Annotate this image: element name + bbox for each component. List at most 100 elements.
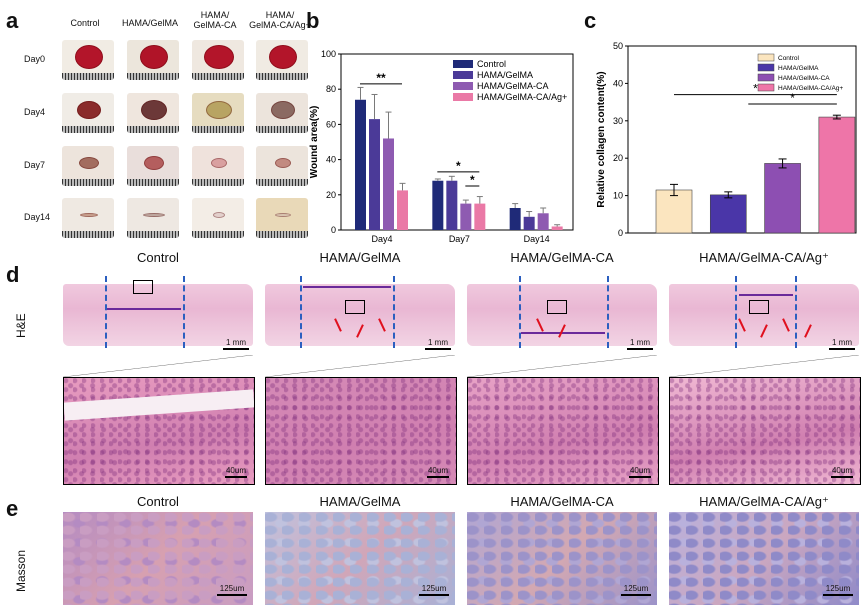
significance-mark: * (470, 173, 475, 187)
y-tick-label: 60 (326, 119, 336, 129)
row-label: Day4 (24, 107, 46, 117)
scale-bar-line (217, 594, 247, 596)
he-column-title: Control (137, 250, 179, 265)
legend-label: HAMA/GelMA (778, 65, 819, 72)
he-overview (63, 272, 253, 354)
scale-bar-line (831, 476, 853, 478)
wound-photo (256, 198, 308, 238)
significance-mark: * (790, 91, 795, 105)
ruler (256, 73, 308, 80)
scale-bar-label: 125um (421, 584, 447, 593)
scale-bar: 1 mm (223, 338, 249, 350)
bar (355, 99, 366, 230)
he-zoom-image (63, 377, 255, 485)
wound-edge-line (300, 276, 302, 348)
ruler (62, 179, 114, 186)
he-overview (669, 272, 859, 354)
wound-photo (127, 198, 179, 238)
bar (523, 216, 535, 230)
ruler (256, 179, 308, 186)
he-column-title: HAMA/GelMA (319, 250, 401, 265)
wound-spot (79, 157, 99, 169)
ruler (256, 126, 308, 133)
column-label: HAMA/ GelMA-CA (193, 10, 237, 30)
scale-bar-line (419, 594, 449, 596)
ruler (127, 126, 179, 133)
scale-bar-line (425, 348, 451, 350)
bar (709, 194, 747, 234)
legend-swatch (453, 71, 473, 79)
wound-spot (144, 156, 164, 170)
x-tick-label: Day4 (371, 234, 392, 244)
wound-edge-line (519, 276, 521, 348)
bar (537, 213, 549, 230)
wound-photo (62, 146, 114, 186)
scale-bar-label: 1 mm (630, 338, 650, 347)
wound-edge-line (183, 276, 185, 348)
legend-label: HAMA/GelMA-CA (477, 81, 549, 91)
legend-swatch (453, 82, 473, 90)
ruler (127, 179, 179, 186)
wound-photo (192, 146, 244, 186)
he-overview (467, 272, 657, 354)
legend-swatch (757, 53, 775, 62)
wound-photo (127, 146, 179, 186)
column-label: Control (70, 18, 100, 28)
legend-swatch (757, 83, 775, 92)
bar (369, 119, 380, 230)
masson-column-title: HAMA/GelMA-CA (510, 494, 614, 509)
masson-column-title: HAMA/GelMA-CA/Ag⁺ (699, 494, 829, 509)
tissue-strip (265, 284, 455, 346)
scale-bar-line (427, 476, 449, 478)
row-label: Day0 (24, 54, 46, 64)
scale-bar-line (823, 594, 853, 596)
tissue-strip (467, 284, 657, 346)
panel-e-letter: e (6, 496, 19, 521)
zoom-connector (669, 355, 859, 377)
zoom-box (749, 300, 769, 314)
ruler (62, 73, 114, 80)
he-column-title: HAMA/GelMA-CA/Ag⁺ (699, 250, 829, 265)
legend-label: HAMA/GelMA-CA/Ag+ (477, 92, 567, 102)
scale-bar: 40um (427, 466, 449, 478)
masson-image (63, 512, 253, 605)
ruler (62, 126, 114, 133)
scale-bar: 1 mm (627, 338, 653, 350)
bar (655, 189, 693, 234)
scale-bar-label: 40um (831, 466, 852, 475)
y-axis-label: Wound area(%) (309, 106, 320, 179)
y-tick-label: 40 (326, 155, 336, 165)
scale-bar: 125um (823, 584, 853, 596)
wound-spot (275, 158, 291, 168)
y-tick-label: 30 (613, 116, 623, 126)
scale-bar-line (829, 348, 855, 350)
wound-spot (143, 213, 165, 217)
x-tick-label: Day14 (524, 234, 550, 244)
bar (764, 163, 801, 234)
bar (383, 138, 394, 230)
masson-image (467, 512, 657, 605)
bar (432, 180, 444, 230)
scale-bar-line (627, 348, 653, 350)
y-tick-label: 20 (326, 190, 336, 200)
he-side-label: H&E (14, 313, 28, 338)
wound-width-arrow (303, 286, 391, 288)
masson-side-label: Masson (14, 549, 28, 592)
legend-swatch (453, 60, 473, 68)
legend-swatch (453, 93, 473, 101)
scale-bar-line (629, 476, 651, 478)
scale-bar: 125um (419, 584, 449, 596)
legend-swatch (757, 63, 775, 72)
scale-bar-label: 1 mm (226, 338, 246, 347)
bar (446, 180, 458, 230)
wound-spot (140, 45, 168, 69)
he-zoom-image (467, 377, 659, 485)
scale-bar-line (621, 594, 651, 596)
scale-bar: 1 mm (425, 338, 451, 350)
masson-column-title: Control (137, 494, 179, 509)
y-tick-label: 50 (613, 41, 623, 51)
wound-spot (80, 213, 98, 217)
scale-bar-label: 1 mm (428, 338, 448, 347)
wound-spot (77, 101, 101, 119)
y-tick-label: 80 (326, 84, 336, 94)
